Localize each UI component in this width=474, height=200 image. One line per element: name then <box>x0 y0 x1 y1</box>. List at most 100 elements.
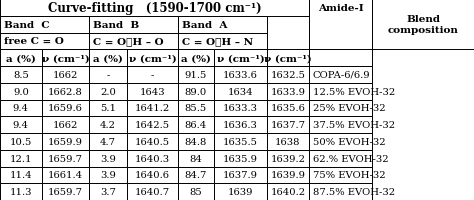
Text: 85: 85 <box>190 187 202 196</box>
Text: 12.1: 12.1 <box>9 154 32 163</box>
Bar <box>89 50 127 67</box>
Text: 9.4: 9.4 <box>13 121 29 129</box>
Text: 89.0: 89.0 <box>185 87 207 96</box>
Text: ν (cm⁻¹): ν (cm⁻¹) <box>42 54 89 63</box>
Bar <box>89 83 127 100</box>
Bar <box>0 117 42 133</box>
Bar <box>89 33 178 50</box>
Text: ν (cm⁻¹): ν (cm⁻¹) <box>217 54 264 63</box>
Text: 4.7: 4.7 <box>100 137 116 146</box>
Bar <box>89 67 127 83</box>
Bar <box>309 183 372 200</box>
Text: 9.0: 9.0 <box>13 87 29 96</box>
Bar <box>309 50 372 67</box>
Bar <box>42 83 89 100</box>
Bar <box>89 17 178 33</box>
Text: 1634: 1634 <box>228 87 254 96</box>
Text: 1640.7: 1640.7 <box>135 187 170 196</box>
Bar <box>127 183 178 200</box>
Bar <box>0 83 42 100</box>
Text: 3.7: 3.7 <box>100 187 116 196</box>
Text: a (%): a (%) <box>6 54 36 63</box>
Text: 25% EVOH-32: 25% EVOH-32 <box>313 104 385 113</box>
Bar <box>178 100 214 117</box>
Bar <box>267 100 309 117</box>
Text: Amide-I: Amide-I <box>318 4 364 13</box>
Text: -: - <box>151 71 154 79</box>
Bar <box>178 183 214 200</box>
Text: 1632.5: 1632.5 <box>271 71 305 79</box>
Bar <box>89 167 127 183</box>
Text: 1633.3: 1633.3 <box>223 104 258 113</box>
Text: 1659.6: 1659.6 <box>48 104 83 113</box>
Text: 1633.9: 1633.9 <box>271 87 305 96</box>
Text: 75% EVOH-32: 75% EVOH-32 <box>313 171 385 179</box>
Bar <box>214 100 267 117</box>
Bar <box>42 183 89 200</box>
Bar <box>0 33 89 50</box>
Text: 1659.9: 1659.9 <box>48 137 83 146</box>
Text: 4.2: 4.2 <box>100 121 116 129</box>
Bar <box>0 67 42 83</box>
Bar <box>267 150 309 167</box>
Text: 1635.5: 1635.5 <box>223 137 258 146</box>
Text: 1640.3: 1640.3 <box>135 154 170 163</box>
Text: 1640.5: 1640.5 <box>135 137 170 146</box>
Text: ν (cm⁻¹): ν (cm⁻¹) <box>264 54 312 63</box>
Text: 1662: 1662 <box>53 71 78 79</box>
Text: 85.5: 85.5 <box>185 104 207 113</box>
Bar <box>267 83 309 100</box>
Bar <box>89 100 127 117</box>
Bar <box>178 67 214 83</box>
Text: COPA-6/6.9: COPA-6/6.9 <box>313 71 371 79</box>
Bar <box>127 67 178 83</box>
Text: 86.4: 86.4 <box>185 121 207 129</box>
Text: 1643: 1643 <box>139 87 165 96</box>
Text: 1639.9: 1639.9 <box>271 171 305 179</box>
Bar <box>0 183 42 200</box>
Text: 9.4: 9.4 <box>13 104 29 113</box>
Text: 1662: 1662 <box>53 121 78 129</box>
Text: 1639: 1639 <box>228 187 253 196</box>
Text: 1637.9: 1637.9 <box>223 171 258 179</box>
Bar <box>127 167 178 183</box>
Text: Blend
composition: Blend composition <box>388 15 458 35</box>
Text: C = O⋯H – N: C = O⋯H – N <box>182 37 253 46</box>
Bar <box>89 133 127 150</box>
Text: 37.5% EVOH-32: 37.5% EVOH-32 <box>313 121 395 129</box>
Bar <box>214 133 267 150</box>
Bar <box>214 167 267 183</box>
Text: 1640.2: 1640.2 <box>270 187 306 196</box>
Bar <box>127 150 178 167</box>
Bar <box>214 50 267 67</box>
Text: Band  B: Band B <box>93 21 139 29</box>
Text: 3.9: 3.9 <box>100 154 116 163</box>
Text: 84.7: 84.7 <box>185 171 207 179</box>
Text: 1659.7: 1659.7 <box>48 187 83 196</box>
Text: 8.5: 8.5 <box>13 71 29 79</box>
Text: free C = O: free C = O <box>4 37 64 46</box>
Text: 11.4: 11.4 <box>9 171 32 179</box>
Bar <box>309 117 372 133</box>
Text: 1662.8: 1662.8 <box>48 87 83 96</box>
Bar <box>267 67 309 83</box>
Text: 1639.2: 1639.2 <box>271 154 305 163</box>
Text: C = O⋯H – O: C = O⋯H – O <box>93 37 164 46</box>
Text: 1633.6: 1633.6 <box>223 71 258 79</box>
Bar <box>267 50 309 67</box>
Bar <box>89 150 127 167</box>
Bar <box>214 150 267 167</box>
Text: 1642.5: 1642.5 <box>135 121 170 129</box>
Bar <box>214 183 267 200</box>
Text: Band  C: Band C <box>4 21 49 29</box>
Bar <box>89 117 127 133</box>
Bar <box>267 167 309 183</box>
Bar <box>0 50 42 67</box>
Bar <box>178 133 214 150</box>
Bar <box>309 133 372 150</box>
Bar <box>309 150 372 167</box>
Text: 50% EVOH-32: 50% EVOH-32 <box>313 137 385 146</box>
Text: a (%): a (%) <box>181 54 211 63</box>
Text: 3.9: 3.9 <box>100 171 116 179</box>
Bar <box>214 117 267 133</box>
